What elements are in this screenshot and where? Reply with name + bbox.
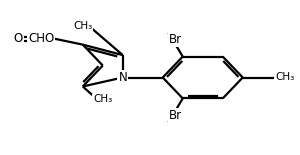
Text: Br: Br [169, 33, 182, 46]
Text: N: N [118, 71, 127, 84]
Text: CH₃: CH₃ [73, 21, 92, 31]
Text: CH₃: CH₃ [93, 94, 112, 104]
Text: Br: Br [169, 109, 182, 122]
Text: O: O [14, 32, 23, 45]
Text: CHO: CHO [28, 32, 54, 45]
Text: CH₃: CH₃ [276, 73, 295, 82]
